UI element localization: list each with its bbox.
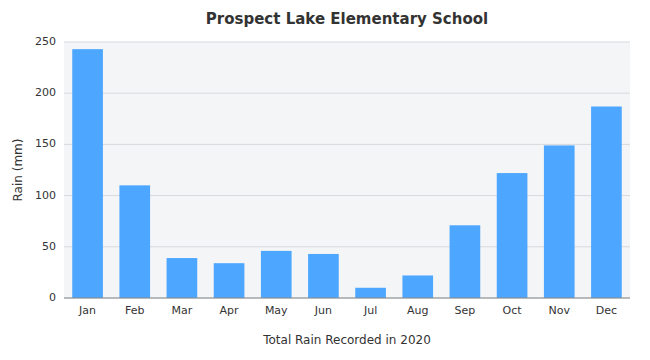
x-tick-label: Jan xyxy=(78,304,96,317)
y-axis: 0 50 100 150 200 250 xyxy=(35,35,56,304)
x-tick-label: Apr xyxy=(220,304,240,317)
bar xyxy=(72,49,103,298)
x-tick-label: Nov xyxy=(549,304,571,317)
chart-container: 0 50 100 150 200 250 Jan Feb Mar Apr May Jun Jul Aug S… xyxy=(0,0,650,360)
grid-line xyxy=(64,298,630,299)
bar xyxy=(402,275,433,298)
x-axis-line xyxy=(64,298,630,299)
chart-svg: 0 50 100 150 200 250 Jan Feb Mar Apr May Jun Jul Aug S… xyxy=(0,0,650,360)
grid-line xyxy=(64,42,630,43)
title: Prospect Lake Elementary School xyxy=(206,10,488,28)
grid-line xyxy=(64,93,630,94)
y-tick-label: 250 xyxy=(35,35,56,48)
x-tick-label: Dec xyxy=(596,304,617,317)
x-tick-label: Aug xyxy=(407,304,428,317)
bar xyxy=(214,263,245,298)
x-axis-label: Total Rain Recorded in 2020 xyxy=(262,333,431,347)
y-tick-label: 200 xyxy=(35,86,56,99)
y-tick-label: 50 xyxy=(42,240,56,253)
y-axis-label: Rain (mm) xyxy=(11,139,25,202)
plot-background xyxy=(64,42,630,298)
bar xyxy=(544,145,575,298)
x-tick-label: May xyxy=(265,304,288,317)
grid xyxy=(64,42,630,298)
grid-line xyxy=(64,144,630,145)
x-tick-label: Mar xyxy=(172,304,193,317)
y-tick-label: 0 xyxy=(49,291,56,304)
bar xyxy=(497,173,528,298)
x-axis: Jan Feb Mar Apr May Jun Jul Aug Sep Oct Nov Dec xyxy=(78,304,617,317)
y-tick-label: 100 xyxy=(35,189,56,202)
bars xyxy=(72,49,621,298)
x-tick-label: Sep xyxy=(455,304,476,317)
page: {"chart_data": {"type": "bar", "title": … xyxy=(0,0,650,360)
bar xyxy=(261,251,292,298)
y-tick-label: 150 xyxy=(35,137,56,150)
x-tick-label: Jul xyxy=(363,304,377,317)
bar xyxy=(450,225,481,298)
bar xyxy=(355,288,386,298)
bar xyxy=(308,254,339,298)
bar xyxy=(167,258,198,298)
x-tick-label: Oct xyxy=(503,304,523,317)
x-tick-label: Jun xyxy=(314,304,332,317)
bar xyxy=(119,185,150,298)
bar xyxy=(591,107,622,298)
x-tick-label: Feb xyxy=(125,304,144,317)
